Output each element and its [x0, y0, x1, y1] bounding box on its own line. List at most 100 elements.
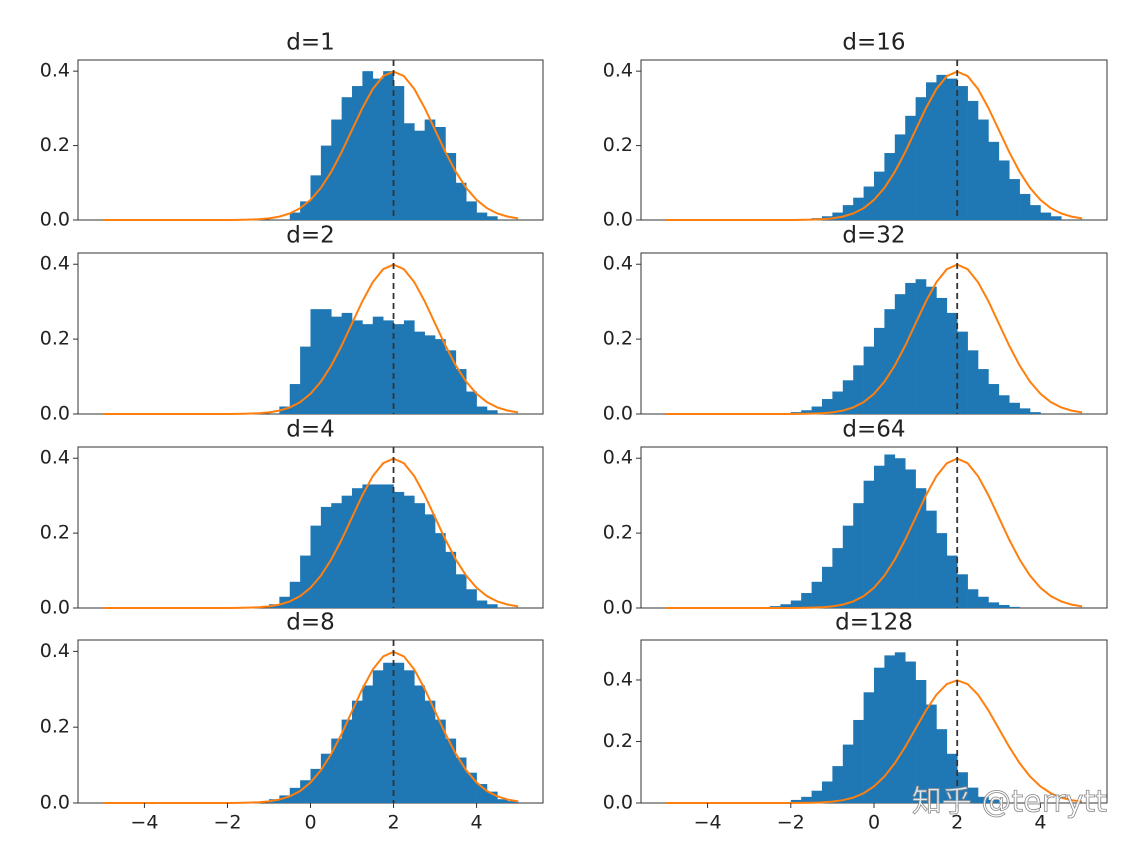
y-tick-label: 0.4	[603, 447, 633, 469]
hist-bar	[884, 454, 896, 608]
hist-bar	[476, 600, 488, 608]
x-tick-label: −2	[777, 812, 805, 834]
x-tick-label: −2	[213, 812, 241, 834]
hist-bar	[352, 320, 363, 414]
hist-bar	[486, 791, 498, 803]
normal-curve	[665, 263, 1083, 415]
hist-bar	[790, 600, 802, 608]
hist-bar	[905, 661, 916, 803]
hist-bar	[915, 97, 927, 220]
hist-bar	[1009, 402, 1020, 414]
y-tick-label: 0.2	[40, 328, 70, 350]
hist-bar	[393, 662, 405, 803]
hist-bar	[279, 795, 291, 803]
y-tick-label: 0.2	[40, 522, 70, 544]
hist-bar	[455, 182, 467, 220]
hist-bar	[424, 700, 436, 803]
hist-bar	[936, 729, 948, 803]
y-tick-label: 0.4	[40, 253, 70, 275]
hist-bar	[842, 744, 854, 803]
hist-bar	[863, 692, 875, 803]
hist-bar	[801, 410, 812, 414]
hist-bar	[320, 506, 332, 608]
hist-bar	[455, 757, 467, 803]
hist-bar	[874, 465, 885, 608]
hist-bar	[414, 130, 425, 220]
hist-bar	[821, 566, 833, 608]
hist-bar	[832, 766, 844, 803]
subplot: d=128 0.0 0.2 0.4 −4 −2 0 2 4知乎 @terrytt	[603, 610, 1108, 834]
hist-bar	[300, 346, 311, 414]
normal-curve	[102, 457, 519, 609]
subplot: d=2 0.0 0.2 0.4	[40, 223, 544, 425]
hist-bar	[936, 297, 948, 414]
y-tick-label: 0.2	[603, 328, 633, 350]
hist-bar	[967, 100, 979, 220]
hist-bar	[988, 384, 1000, 414]
hist-bar	[832, 548, 844, 608]
x-tick-label: −4	[694, 812, 722, 834]
hist-bar	[455, 574, 467, 608]
hist-bar	[1030, 412, 1041, 414]
hist-bar	[853, 197, 864, 220]
normal-curve	[665, 70, 1083, 221]
hist-bar	[403, 670, 415, 803]
hist-bar	[393, 324, 405, 414]
y-tick-label: 0.2	[40, 716, 70, 738]
hist-bar	[341, 97, 353, 220]
hist-bar	[486, 216, 498, 220]
hist-bar	[842, 205, 854, 220]
hist-bar	[497, 799, 509, 803]
subplot: d=1 0.0 0.2 0.4	[40, 30, 544, 231]
hist-bar	[476, 406, 488, 414]
y-tick-label: 0.0	[603, 597, 633, 619]
hist-bar	[289, 787, 301, 803]
y-tick-label: 0.0	[603, 792, 633, 814]
hist-bar	[341, 719, 353, 803]
y-tick-label: 0.4	[40, 60, 70, 82]
subplot-title: d=32	[842, 223, 905, 249]
hist-bar	[957, 86, 968, 220]
hist-bar	[905, 282, 916, 414]
normal-curve	[102, 70, 519, 221]
hist-bar	[310, 175, 322, 220]
hist-bar	[853, 365, 864, 414]
hist-bar	[310, 768, 322, 803]
x-tick-label: 0	[868, 812, 880, 834]
subplot-title: d=128	[835, 610, 913, 636]
hist-bar	[466, 391, 477, 414]
hist-bar	[821, 399, 833, 414]
hist-bar	[507, 801, 519, 803]
hist-bar	[372, 484, 384, 608]
hist-bar	[821, 781, 833, 803]
hist-bar	[424, 514, 436, 608]
hist-bar	[915, 279, 927, 414]
hist-bar	[780, 604, 792, 608]
hist-bar	[414, 503, 425, 608]
hist-bar	[414, 685, 425, 803]
hist-bar	[383, 320, 394, 414]
hist-bar	[1019, 408, 1031, 414]
watermark: 知乎 @terrytt	[912, 785, 1107, 820]
x-tick-label: 0	[304, 812, 316, 834]
hist-bar	[832, 391, 844, 414]
hist-bar	[289, 581, 301, 608]
hist-bar	[884, 309, 896, 414]
x-tick-label: 2	[387, 812, 399, 834]
hist-bar	[341, 312, 353, 414]
hist-bar	[790, 799, 802, 803]
hist-bar	[362, 324, 374, 414]
y-tick-label: 0.4	[40, 447, 70, 469]
hist-bar	[466, 772, 477, 803]
hist-bar	[978, 119, 989, 220]
subplot: d=8 0.0 0.2 0.4 −4 −2 0 2 4	[40, 610, 544, 834]
x-tick-label: 2	[951, 812, 963, 834]
hist-bar	[967, 787, 979, 803]
hist-bar	[957, 574, 968, 608]
hist-bar	[403, 495, 415, 608]
hist-bar	[486, 410, 498, 414]
subplot: d=4 0.0 0.2 0.4	[40, 417, 544, 619]
hist-bar	[310, 309, 322, 414]
y-tick-label: 0.2	[603, 730, 633, 752]
hist-bar	[362, 484, 374, 608]
